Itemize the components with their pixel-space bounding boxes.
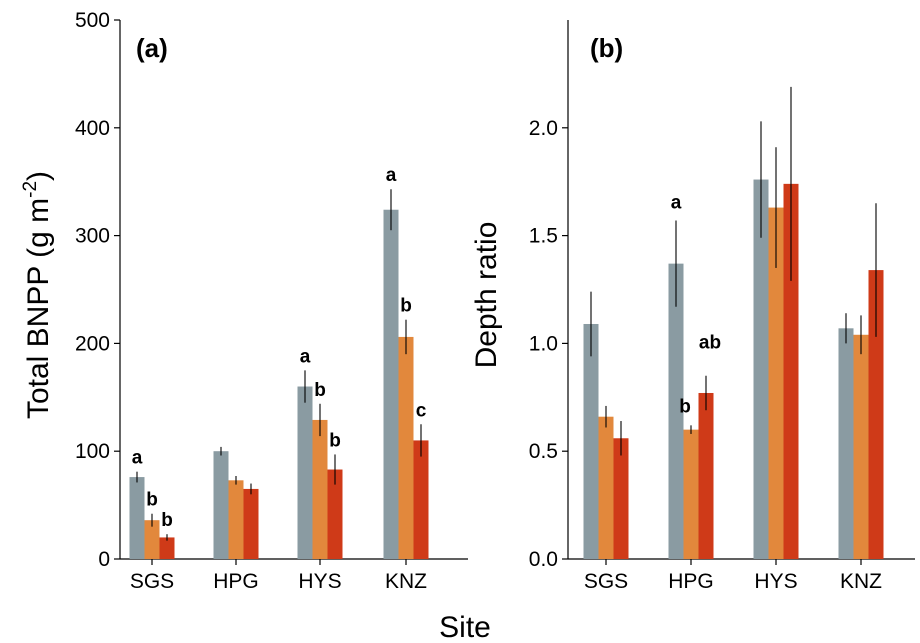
bar: [159, 537, 175, 559]
y-tick-label: 1.0: [529, 332, 558, 355]
significance-letter: b: [161, 510, 173, 531]
y-tick-label: 2.0: [529, 117, 558, 140]
y-tick-label: 500: [75, 9, 110, 32]
bar: [413, 440, 429, 559]
bar: [683, 429, 699, 559]
y-tick-label: 0.5: [529, 440, 558, 463]
bar: [768, 207, 784, 559]
bar: [243, 488, 259, 559]
y-tick-label: 1.5: [529, 225, 558, 248]
x-tick-label: SGS: [130, 570, 174, 593]
significance-letter: b: [329, 430, 341, 451]
bar: [398, 336, 414, 559]
x-tick-label: SGS: [584, 570, 628, 593]
bar: [327, 469, 343, 559]
y-tick-label: 0.0: [529, 548, 558, 571]
bar: [228, 480, 244, 559]
bar: [783, 183, 799, 559]
bar: [583, 323, 599, 559]
y-tick-label: 300: [75, 225, 110, 248]
significance-letter: b: [679, 396, 691, 417]
significance-letter: b: [400, 296, 412, 317]
bar: [853, 334, 869, 559]
bar: [213, 451, 229, 559]
bar: [129, 477, 145, 559]
bar: [383, 209, 399, 559]
significance-letter: a: [132, 448, 143, 469]
significance-letter: a: [300, 346, 311, 367]
bar: [297, 386, 313, 559]
panel-a-label: (a): [136, 33, 168, 63]
x-tick-label: HYS: [298, 570, 341, 593]
bar: [838, 328, 854, 559]
bar: [312, 419, 328, 559]
y-tick-label: 0: [98, 548, 110, 571]
bar: [698, 392, 714, 559]
panel-a: (a) Total BNPP (g m-2) 0 100 200 300 400 500 S…: [20, 9, 468, 593]
x-tick-label: KNZ: [385, 570, 427, 593]
significance-letter: ab: [699, 332, 721, 353]
bar: [868, 270, 884, 559]
panel-a-y-axis-title: Total BNPP (g m-2): [20, 171, 55, 419]
y-tick-label: 400: [75, 117, 110, 140]
panel-b-y-axis-title: Depth ratio: [470, 222, 503, 369]
x-tick-label: KNZ: [840, 570, 882, 593]
x-axis-title: Site: [439, 611, 491, 643]
bar: [613, 438, 629, 559]
bar: [144, 520, 160, 559]
significance-letter: b: [146, 490, 158, 511]
bar: [753, 179, 769, 559]
y-tick-label: 100: [75, 440, 110, 463]
bar: [598, 416, 614, 559]
significance-letter: b: [314, 380, 326, 401]
y-tick-label: 200: [75, 332, 110, 355]
significance-letter: a: [386, 165, 397, 186]
panel-b-label: (b): [590, 33, 623, 63]
panel-b: (b) Depth ratio 0.0 0.5 1.0 1.5 2.0 SGS HPG HYS…: [470, 20, 915, 593]
bar: [668, 263, 684, 559]
x-tick-label: HYS: [754, 570, 797, 593]
x-tick-label: HPG: [213, 570, 259, 593]
significance-letter: a: [671, 193, 682, 214]
significance-letter: c: [416, 400, 427, 421]
x-tick-label: HPG: [668, 570, 714, 593]
